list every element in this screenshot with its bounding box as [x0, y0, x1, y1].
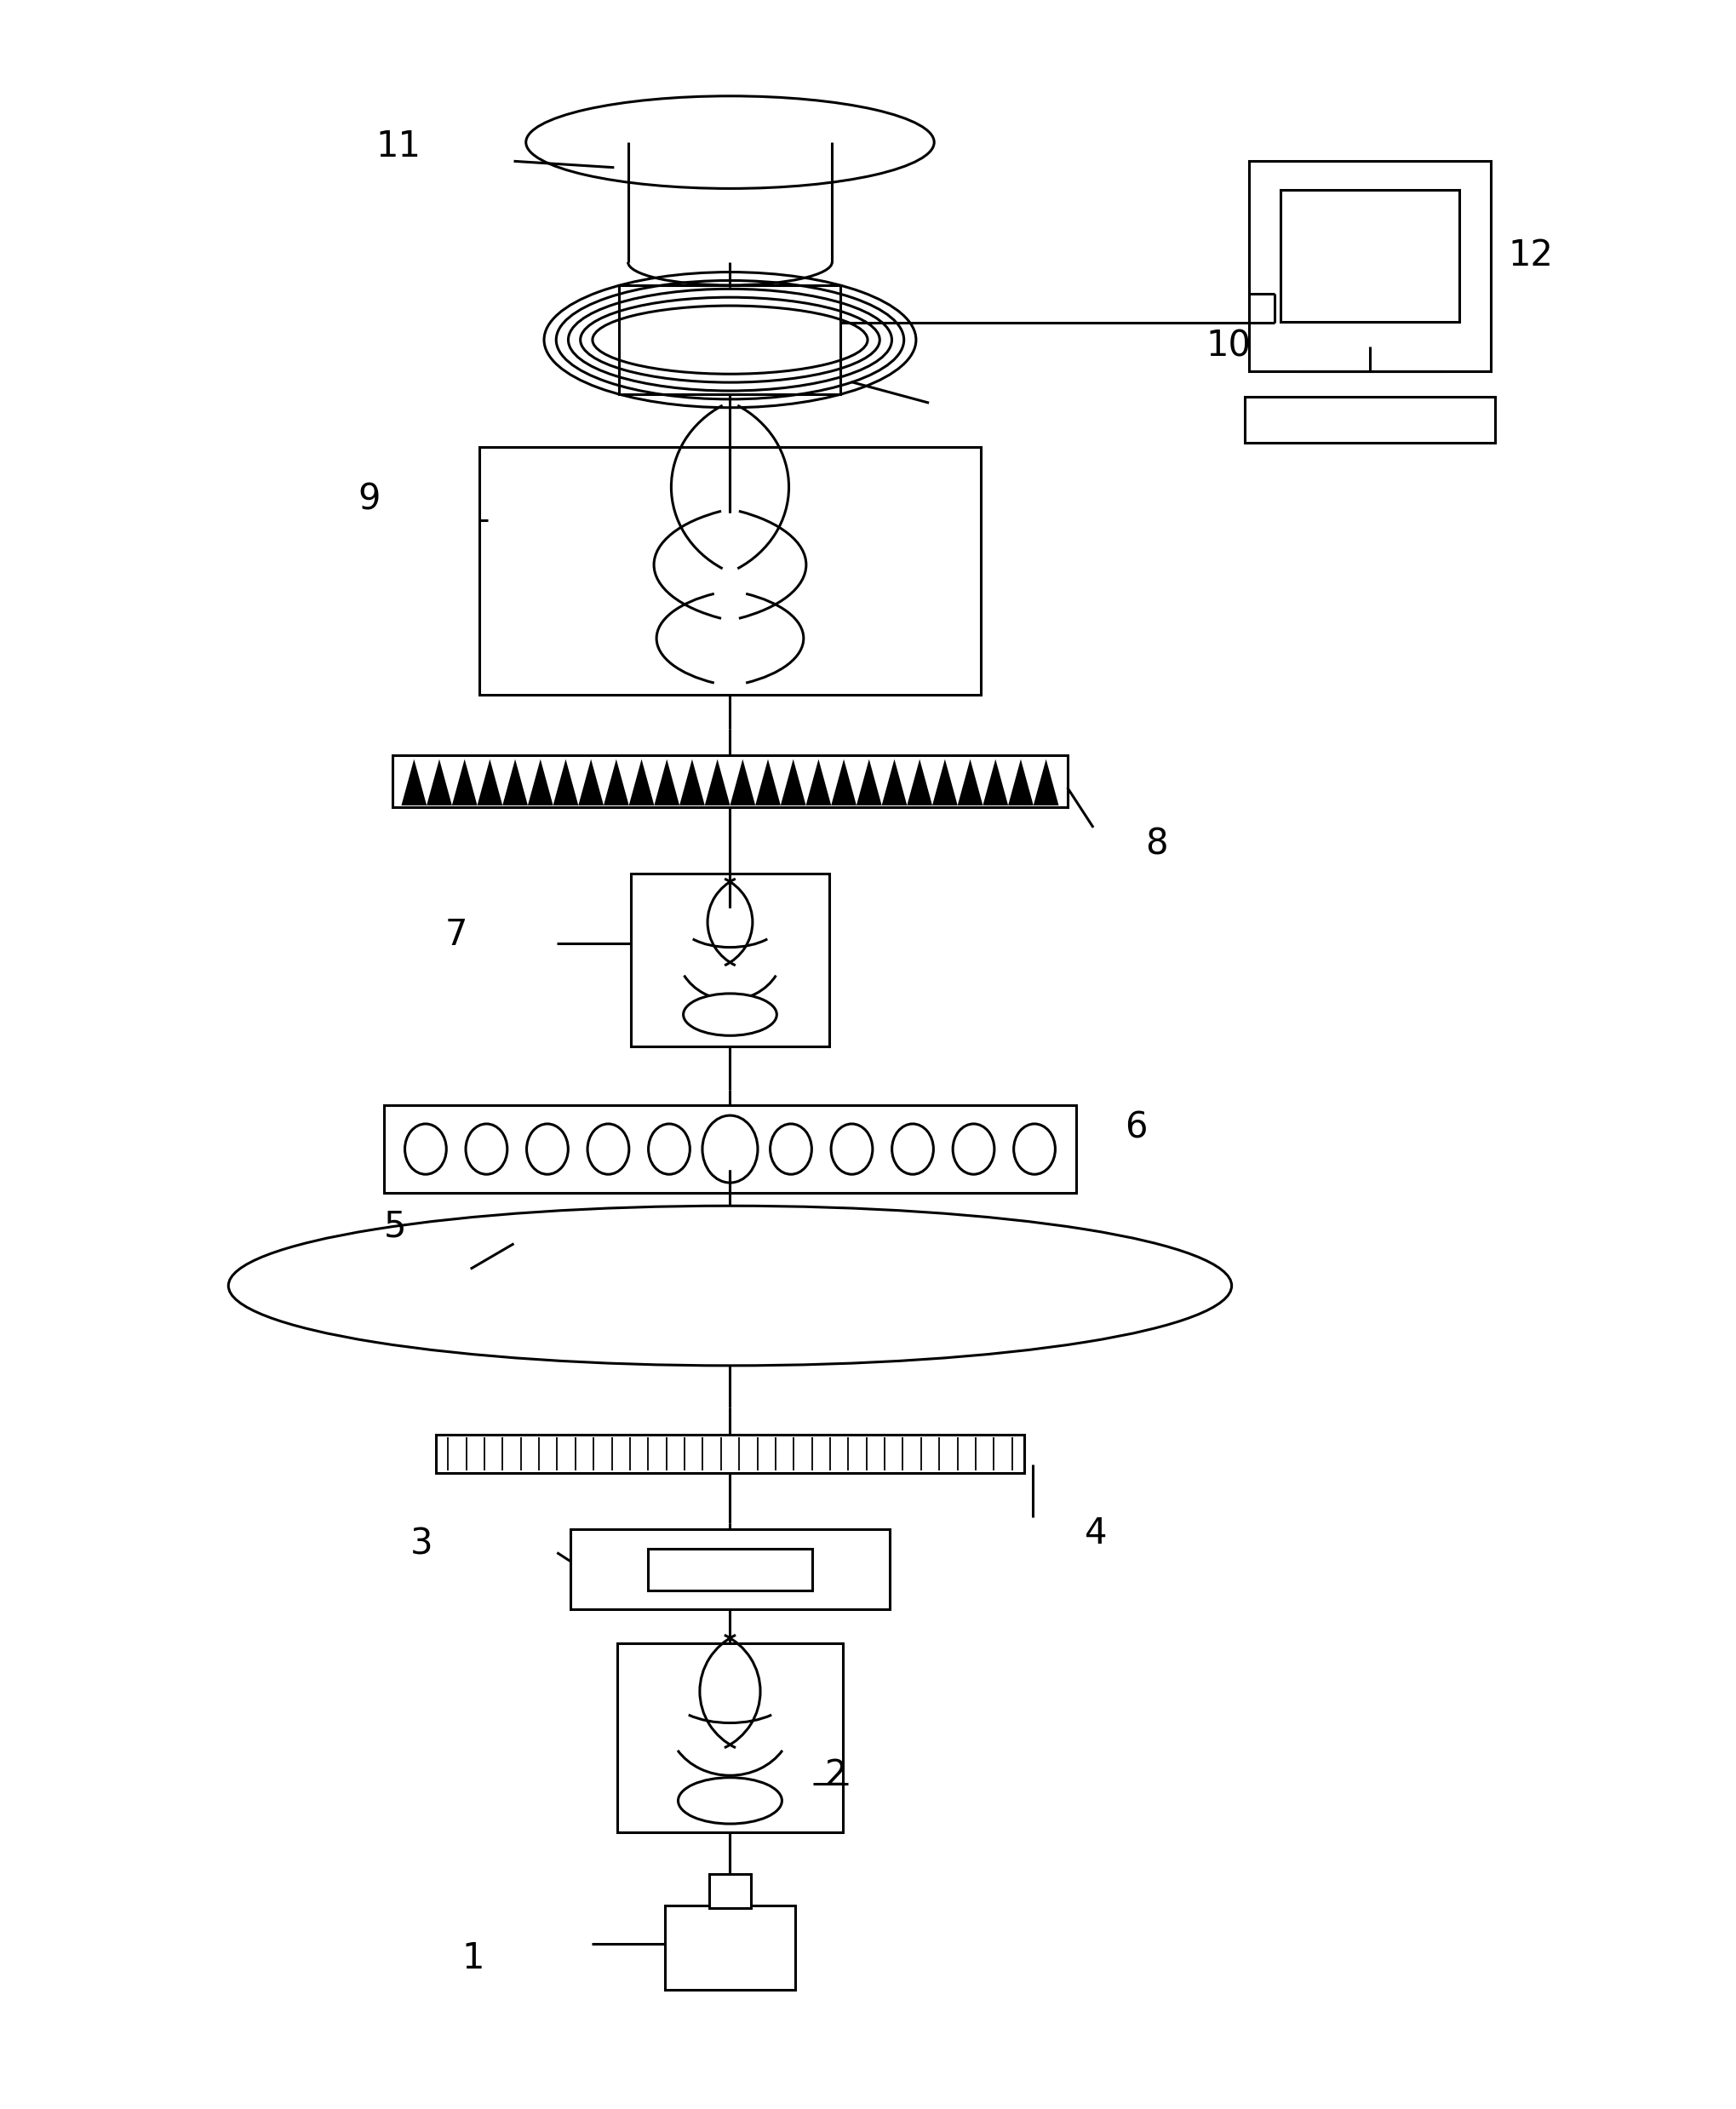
Text: 12: 12	[1507, 238, 1552, 274]
Bar	[436, 1434, 1024, 1472]
Text: 3: 3	[410, 1527, 432, 1563]
Polygon shape	[932, 759, 957, 806]
Bar	[1248, 160, 1491, 371]
Polygon shape	[957, 759, 983, 806]
Text: 9: 9	[358, 481, 380, 517]
Polygon shape	[983, 759, 1007, 806]
Bar	[1279, 190, 1458, 323]
Polygon shape	[679, 759, 705, 806]
Polygon shape	[477, 759, 502, 806]
Polygon shape	[779, 759, 806, 806]
Polygon shape	[729, 759, 755, 806]
Polygon shape	[806, 759, 832, 806]
Polygon shape	[628, 759, 654, 806]
Polygon shape	[578, 759, 604, 806]
Ellipse shape	[677, 1778, 781, 1824]
Ellipse shape	[229, 1206, 1231, 1367]
Bar	[630, 873, 830, 1046]
Polygon shape	[755, 759, 779, 806]
Bar	[392, 755, 1068, 808]
Polygon shape	[401, 759, 427, 806]
Bar	[665, 1907, 795, 1991]
Bar	[618, 1643, 842, 1833]
Polygon shape	[502, 759, 528, 806]
Bar	[620, 285, 840, 394]
Polygon shape	[705, 759, 729, 806]
Bar	[708, 1875, 750, 1909]
Polygon shape	[654, 759, 679, 806]
Bar	[479, 447, 981, 696]
Ellipse shape	[526, 97, 934, 188]
Text: 10: 10	[1205, 329, 1250, 365]
Polygon shape	[1007, 759, 1033, 806]
Polygon shape	[451, 759, 477, 806]
Polygon shape	[552, 759, 578, 806]
Text: 1: 1	[462, 1940, 484, 1976]
Text: 7: 7	[444, 917, 467, 953]
Polygon shape	[832, 759, 856, 806]
Text: 8: 8	[1144, 827, 1167, 863]
Polygon shape	[1033, 759, 1059, 806]
Polygon shape	[604, 759, 628, 806]
Text: 4: 4	[1083, 1516, 1106, 1552]
Polygon shape	[528, 759, 552, 806]
Text: 2: 2	[825, 1757, 847, 1793]
Text: 6: 6	[1123, 1109, 1146, 1145]
Ellipse shape	[682, 993, 776, 1036]
Polygon shape	[856, 759, 882, 806]
Polygon shape	[906, 759, 932, 806]
Bar	[384, 1105, 1076, 1194]
Bar	[648, 1548, 812, 1590]
Text: 5: 5	[384, 1208, 406, 1244]
Text: 11: 11	[375, 129, 420, 165]
Polygon shape	[427, 759, 451, 806]
Bar	[569, 1529, 889, 1609]
Bar	[1245, 396, 1495, 443]
Polygon shape	[882, 759, 906, 806]
